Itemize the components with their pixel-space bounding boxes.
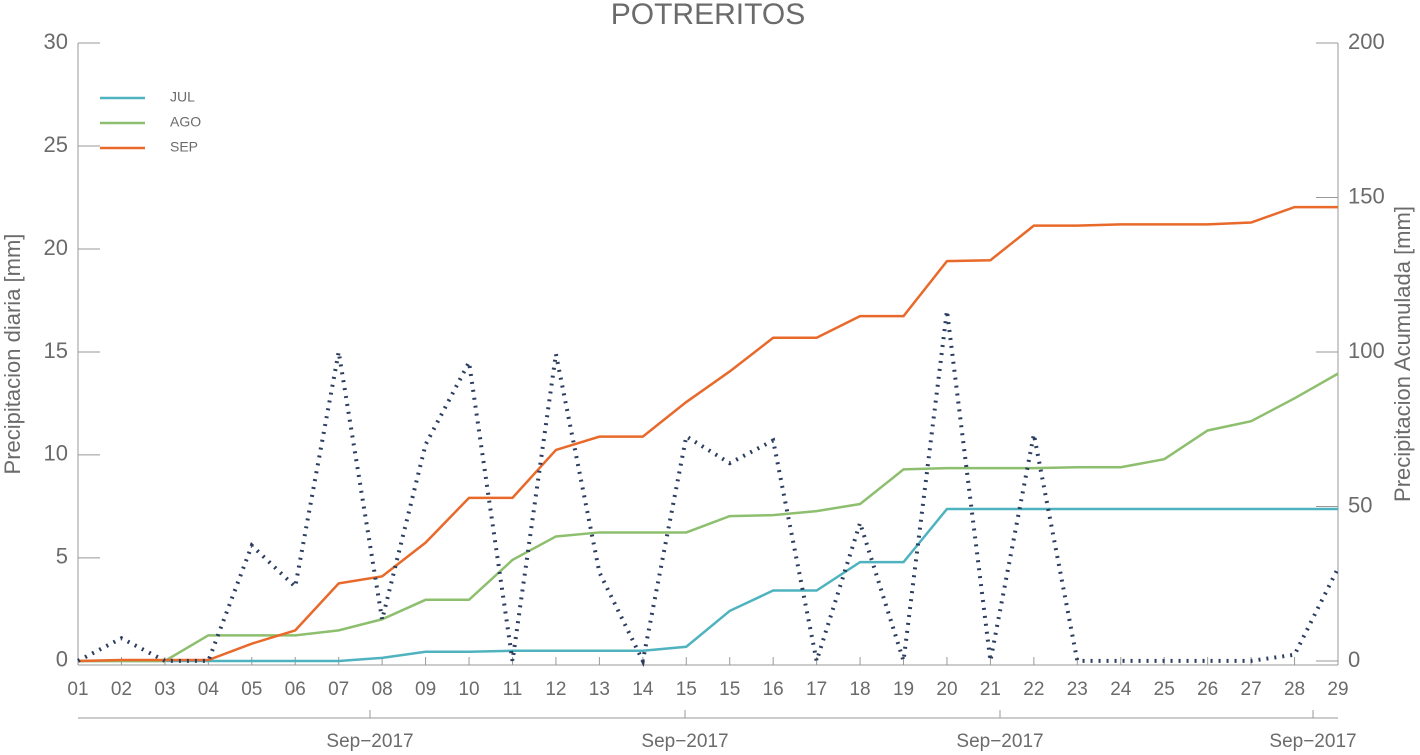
x-tick-label: 29 (1327, 679, 1348, 700)
y2-tick-label: 0 (1348, 647, 1360, 672)
x-tick-label: 27 (1241, 679, 1262, 700)
legend-label: AGO (170, 114, 201, 130)
x-tick-label: 11 (503, 679, 523, 700)
date-label: Sep−2017 (956, 731, 1043, 752)
x-tick-label: 26 (1197, 679, 1218, 700)
y2-tick-label: 200 (1348, 29, 1385, 54)
x-tick-label: 12 (545, 679, 566, 700)
date-label: Sep−2017 (641, 731, 728, 752)
y-tick-label: 20 (44, 235, 68, 260)
x-tick-label: 01 (67, 679, 88, 700)
y-tick-label: 30 (44, 29, 68, 54)
x-tick-label: 02 (111, 679, 132, 700)
x-tick-label: 22 (1023, 679, 1044, 700)
legend-label: JUL (170, 89, 195, 105)
y2-tick-label: 100 (1348, 338, 1385, 363)
y-tick-label: 5 (56, 544, 68, 569)
daily-line (77, 310, 1340, 668)
x-tick-label: 24 (1110, 679, 1132, 700)
y-axis-label: Precipitacion diaria [mm] (0, 234, 25, 475)
x-tick-label: 16 (763, 679, 784, 700)
x-tick-label: 23 (1067, 679, 1088, 700)
cumulative-line (78, 507, 1338, 663)
x-tick-label: 14 (632, 679, 654, 700)
y2-tick-label: 150 (1348, 183, 1385, 208)
x-tick-label: 20 (936, 679, 957, 700)
x-tick-label: 19 (893, 679, 914, 700)
x-tick-label: 03 (154, 679, 175, 700)
x-tick-label: 28 (1284, 679, 1305, 700)
cumulative-line (78, 372, 1339, 663)
x-tick-label: 05 (241, 679, 262, 700)
x-tick-label: 08 (372, 679, 393, 700)
x-tick-label: 07 (328, 679, 349, 700)
chart-title: POTRERITOS (611, 0, 805, 31)
x-tick-label: 13 (589, 679, 610, 700)
x-tick-label: 17 (806, 679, 827, 700)
x-tick-label: 18 (849, 679, 870, 700)
y-tick-label: 0 (56, 647, 68, 672)
x-tick-label: 04 (198, 679, 220, 700)
x-tick-label: 06 (285, 679, 306, 700)
y-tick-label: 15 (44, 338, 68, 363)
y-tick-label: 10 (44, 441, 68, 466)
date-label: Sep−2017 (1269, 731, 1356, 752)
x-tick-label: 15 (719, 679, 740, 700)
y2-tick-label: 50 (1348, 492, 1372, 517)
y-tick-label: 25 (44, 132, 68, 157)
cumulative-line (77, 205, 1338, 663)
date-label: Sep−2017 (326, 731, 413, 752)
x-tick-label: 21 (980, 679, 1001, 700)
x-tick-label: 10 (458, 679, 479, 700)
x-tick-label: 09 (415, 679, 436, 700)
legend-label: SEP (170, 139, 198, 155)
x-tick-label: 25 (1154, 679, 1175, 700)
x-tick-label: 15 (676, 679, 697, 700)
y2-axis-label: Precipitacion Acumulada [mm] (1390, 206, 1415, 502)
